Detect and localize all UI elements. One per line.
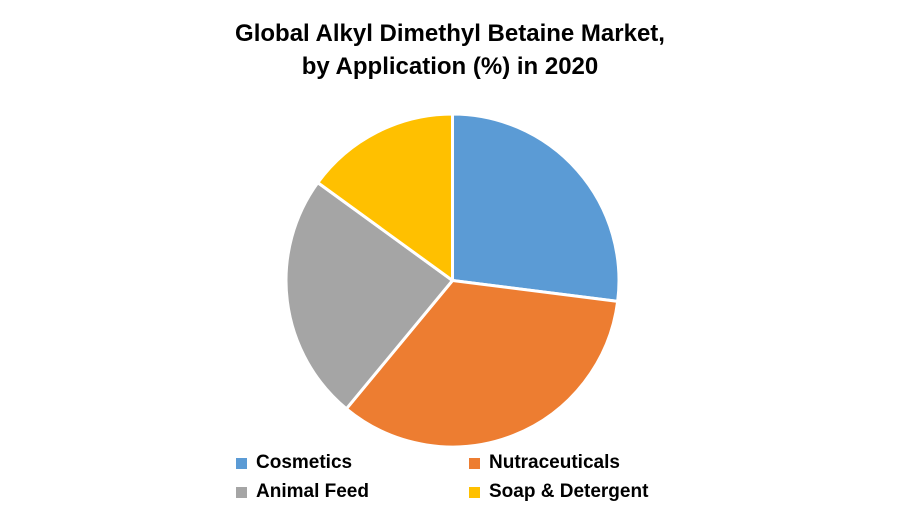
chart-title-line-2: by Application (%) in 2020 [301,53,599,80]
chart-title-line-1: Global Alkyl Dimethyl Betaine Market, [235,20,665,47]
pie-slice-animal-feed [284,181,455,411]
legend-swatch-animal-feed [236,486,247,498]
legend-item-animal-feed: Animal Feed [236,481,469,503]
legend-item-soap-detergent: Soap & Detergent [469,481,648,503]
legend-label-animal-feed: Animal Feed [256,481,369,502]
legend-item-nutraceuticals: Nutraceuticals [469,452,648,474]
legend-swatch-nutraceuticals [469,457,480,469]
pie-chart-svg [284,112,621,449]
legend-label-soap-detergent: Soap & Detergent [489,481,649,502]
pie-slice-cosmetics [450,112,621,303]
legend-swatch-soap-detergent [469,486,480,498]
legend-label-nutraceuticals: Nutraceuticals [489,452,620,473]
legend-label-cosmetics: Cosmetics [256,452,353,473]
chart-title: Global Alkyl Dimethyl Betaine Market, by… [0,17,900,83]
pie-slice-nutraceuticals [344,278,620,449]
legend-item-cosmetics: Cosmetics [236,452,469,474]
legend-swatch-cosmetics [236,457,247,469]
legend: Cosmetics Nutraceuticals Animal Feed Soap &… [236,452,648,503]
pie-slice-soap-detergent [316,112,455,283]
